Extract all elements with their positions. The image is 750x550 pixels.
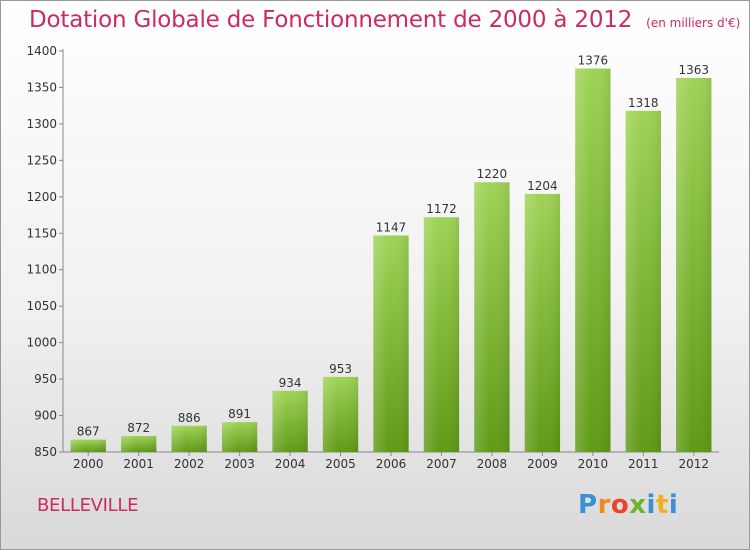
x-tick-label: 2000 (73, 457, 104, 471)
x-tick-label: 2003 (224, 457, 255, 471)
bar-value-label: 867 (77, 425, 100, 439)
bar-shade (575, 68, 611, 453)
bar-shade (474, 182, 510, 452)
bar-value-label: 1172 (426, 202, 457, 216)
y-tick-label: 1300 (26, 117, 57, 131)
bar-value-label: 1147 (376, 220, 407, 234)
x-tick-label: 2001 (123, 457, 154, 471)
bar-shade (121, 435, 157, 452)
x-tick-label: 2002 (174, 457, 205, 471)
y-tick-label: 1250 (26, 153, 57, 167)
y-tick-label: 1100 (26, 263, 57, 277)
x-tick-label: 2006 (376, 457, 407, 471)
x-tick-label: 2011 (628, 457, 659, 471)
bar-shade (524, 193, 561, 452)
x-tick-label: 2007 (426, 457, 457, 471)
bar-value-label: 886 (178, 411, 201, 425)
chart-subtitle: (en milliers d'€) (646, 16, 741, 30)
y-tick-label: 1350 (26, 80, 57, 94)
bar-shade (272, 390, 308, 452)
y-tick-label: 1400 (26, 44, 57, 58)
bar-value-label: 1318 (628, 96, 659, 110)
bar-shade (70, 439, 106, 452)
proxiti-logo: Proxiti (578, 490, 679, 520)
bar-value-label: 1220 (477, 167, 508, 181)
bar-value-label: 1363 (678, 63, 709, 77)
x-tick-label: 2010 (578, 457, 609, 471)
bar-shade (171, 425, 207, 452)
bar-value-label: 934 (279, 376, 302, 390)
x-tick-label: 2009 (527, 457, 558, 471)
x-tick-label: 2008 (477, 457, 508, 471)
y-tick-label: 1150 (26, 226, 57, 240)
bar-shade (322, 376, 359, 452)
bar-value-label: 953 (329, 362, 352, 376)
bar-value-label: 1204 (527, 179, 558, 193)
location-name: BELLEVILLE (37, 495, 139, 516)
y-tick-label: 850 (34, 445, 57, 459)
y-tick-label: 900 (34, 409, 57, 423)
y-tick-label: 1050 (26, 299, 57, 313)
bar-shade (221, 422, 258, 452)
bar-value-label: 1376 (578, 53, 609, 67)
x-tick-label: 2005 (325, 457, 356, 471)
axes: 850 900 950 1000 1050 1100 1150 1200 1250 1300 135… (26, 44, 719, 471)
bar-value-label: 872 (127, 421, 150, 435)
x-tick-label: 2004 (275, 457, 306, 471)
y-tick-label: 950 (34, 372, 57, 386)
bar-shade (423, 217, 460, 452)
value-labels: 867 872 886 891 934 953 1147 1172 1220 1204 1376 13… (77, 53, 709, 438)
chart-title: Dotation Globale de Fonctionnement de 20… (29, 7, 740, 33)
bar-value-label: 891 (228, 407, 251, 421)
chart-title-text: Dotation Globale de Fonctionnement de 20… (29, 7, 633, 33)
y-tick-label: 1200 (26, 190, 57, 204)
bar-shade (625, 110, 661, 452)
bar-shade (373, 235, 409, 452)
bar-shade (676, 77, 712, 452)
x-tick-label: 2012 (678, 457, 709, 471)
y-tick-label: 1000 (26, 336, 57, 350)
bars (70, 68, 712, 453)
